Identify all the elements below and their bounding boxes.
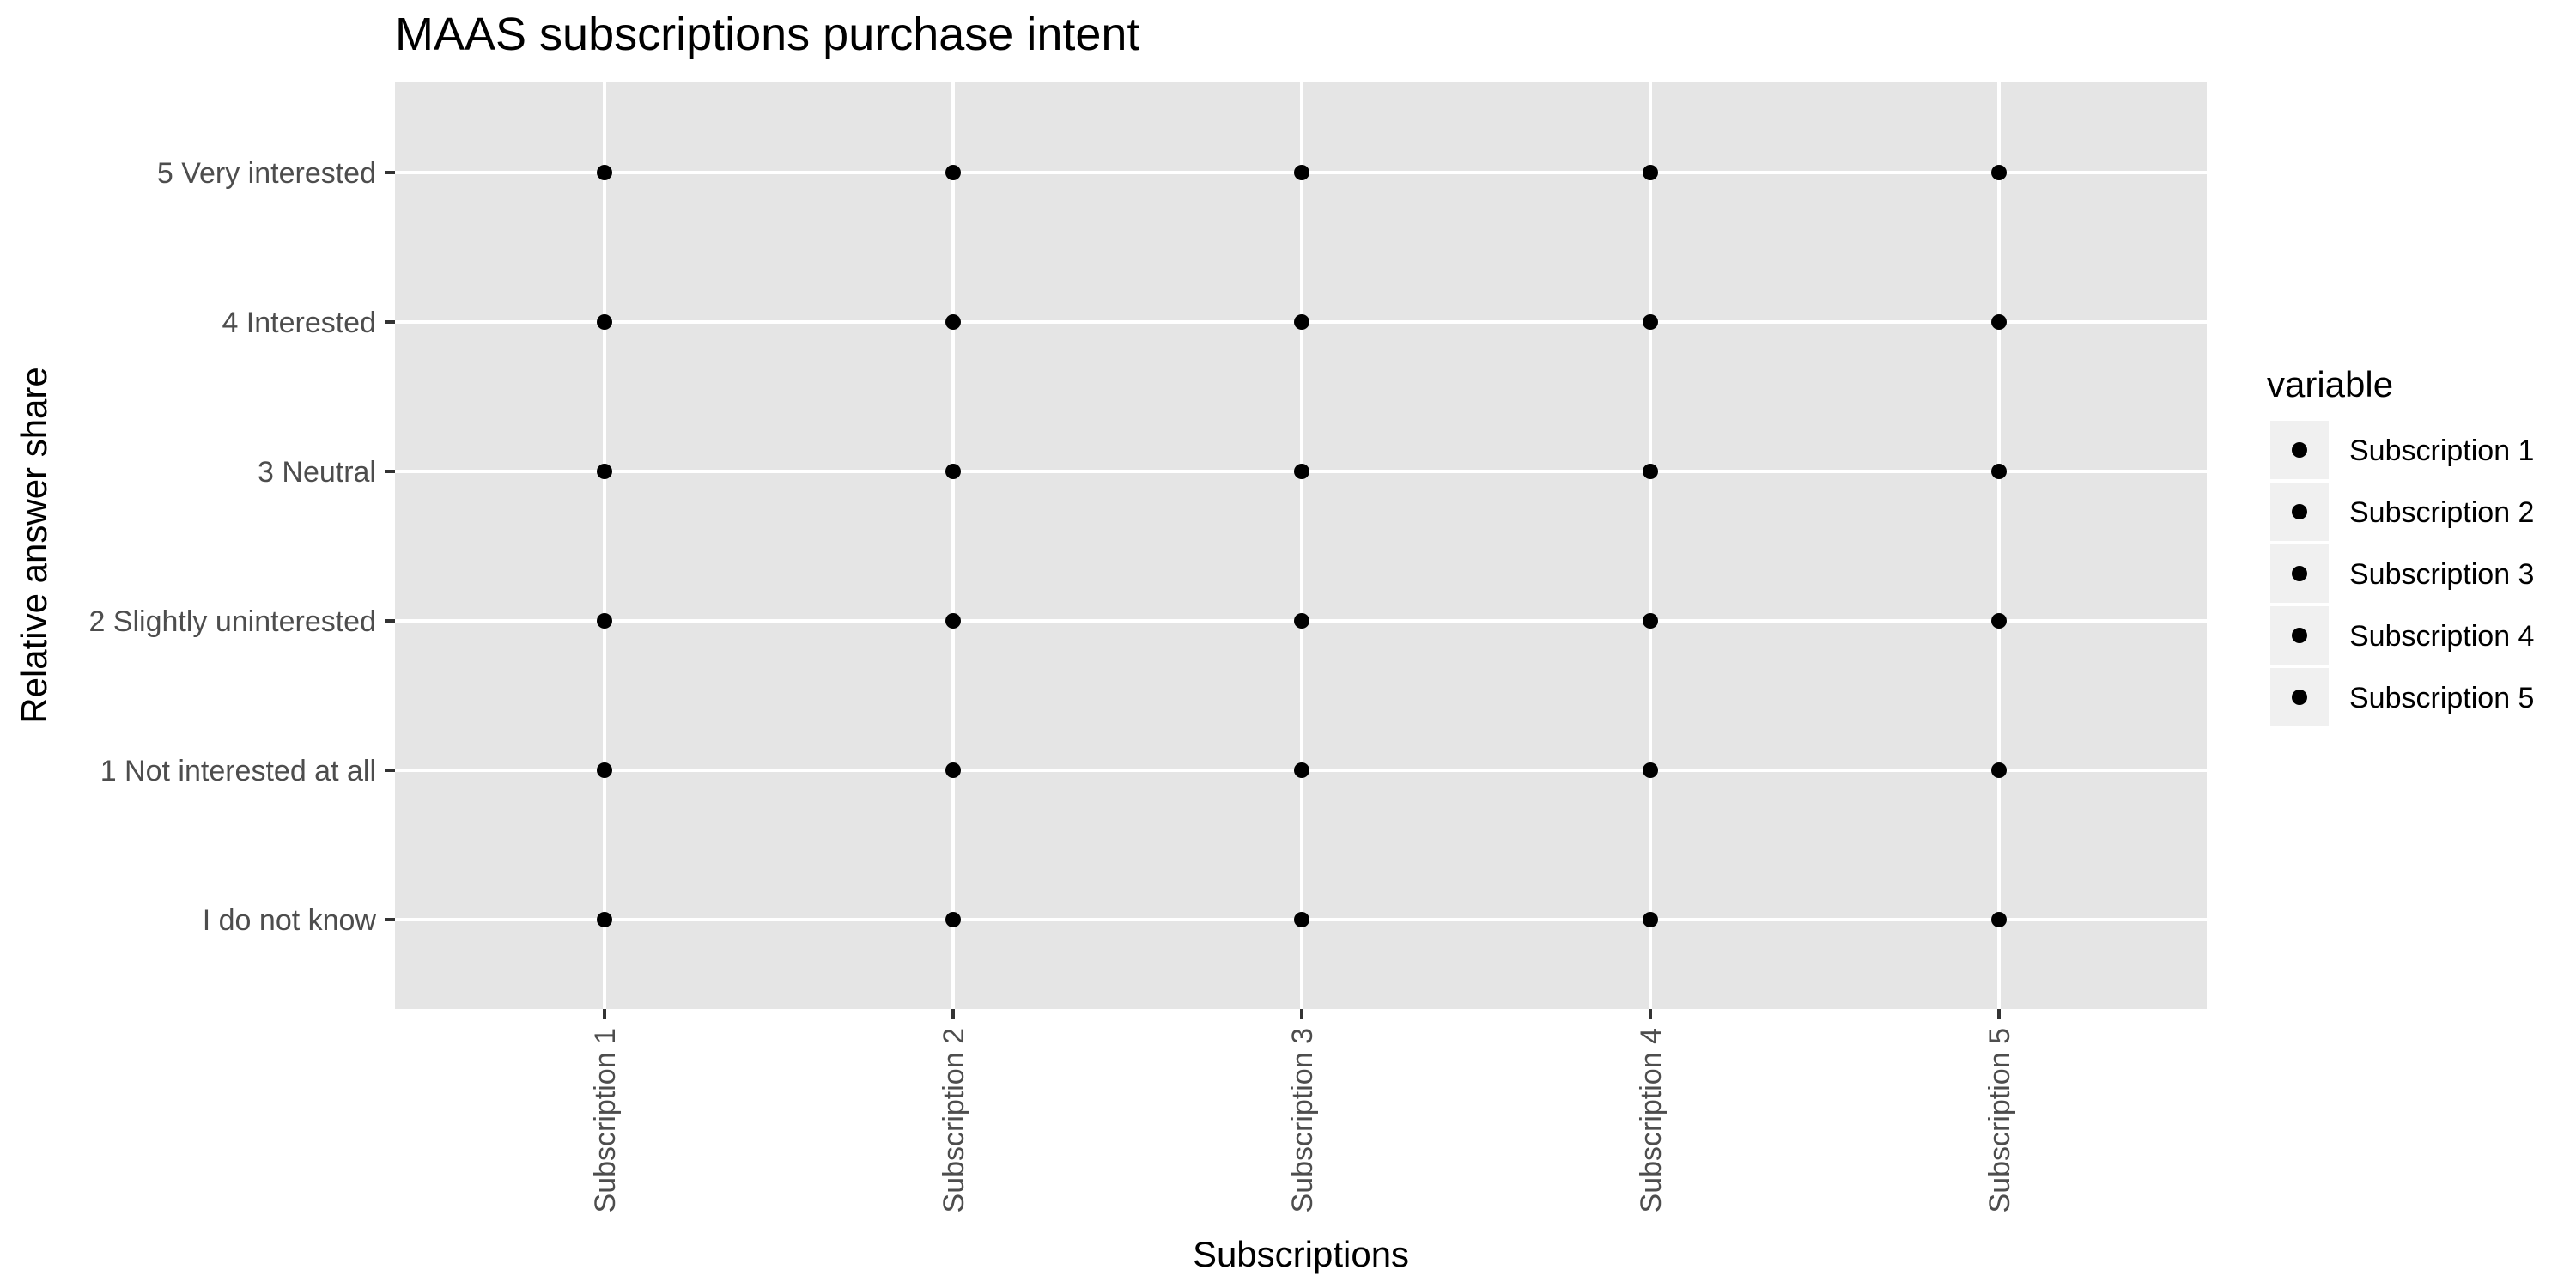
legend-point [2292,690,2307,705]
y-tick-label: 2 Slightly uninterested [88,605,376,638]
data-point [1991,165,2007,180]
legend-label: Subscription 5 [2349,682,2534,714]
x-tick-label: Subscription 3 [1286,1028,1319,1212]
data-point [945,314,961,330]
axes: I do not know 1 Not interested at all 2 Sl… [88,157,2016,1212]
data-point [1294,464,1309,479]
y-tick-label: 5 Very interested [157,157,376,190]
data-point [1643,314,1658,330]
data-point [945,165,961,180]
data-point [1294,314,1309,330]
data-point [1643,912,1658,927]
legend-point [2292,504,2307,519]
data-point [1643,464,1658,479]
data-point [1991,912,2007,927]
data-point [1643,613,1658,629]
data-point [1294,762,1309,778]
x-axis-title: Subscriptions [1193,1234,1409,1274]
data-point [597,613,612,629]
data-point [1294,165,1309,180]
data-points [597,165,2007,927]
x-tick-label: Subscription 5 [1984,1028,2016,1212]
data-point [945,762,961,778]
data-point [597,912,612,927]
data-point [1991,613,2007,629]
legend-label: Subscription 4 [2349,620,2534,653]
legend-label: Subscription 3 [2349,558,2534,591]
legend: variable Subscription 1 Subscription 2 Sub… [2267,364,2534,726]
data-point [597,165,612,180]
data-point [597,464,612,479]
data-point [1643,165,1658,180]
y-axis-title: Relative answer share [14,367,54,724]
x-tick-label: Subscription 2 [938,1028,970,1212]
data-point [945,613,961,629]
data-point [1991,762,2007,778]
legend-label: Subscription 2 [2349,496,2534,529]
data-point [597,762,612,778]
legend-point [2292,628,2307,643]
data-point [1643,762,1658,778]
data-point [1991,314,2007,330]
data-point [597,314,612,330]
data-point [1294,912,1309,927]
data-point [945,464,961,479]
y-tick-label: 3 Neutral [258,456,376,489]
legend-title: variable [2267,364,2393,404]
legend-point [2292,566,2307,581]
data-point [945,912,961,927]
data-point [1991,464,2007,479]
y-tick-label: 1 Not interested at all [100,755,376,787]
legend-label: Subscription 1 [2349,434,2534,467]
chart-title: MAAS subscriptions purchase intent [395,9,1139,60]
x-tick-label: Subscription 1 [589,1028,622,1212]
x-tick-label: Subscription 4 [1635,1028,1668,1212]
legend-point [2292,442,2307,458]
y-tick-label: 4 Interested [222,307,376,339]
data-point [1294,613,1309,629]
y-tick-label: I do not know [203,904,377,937]
